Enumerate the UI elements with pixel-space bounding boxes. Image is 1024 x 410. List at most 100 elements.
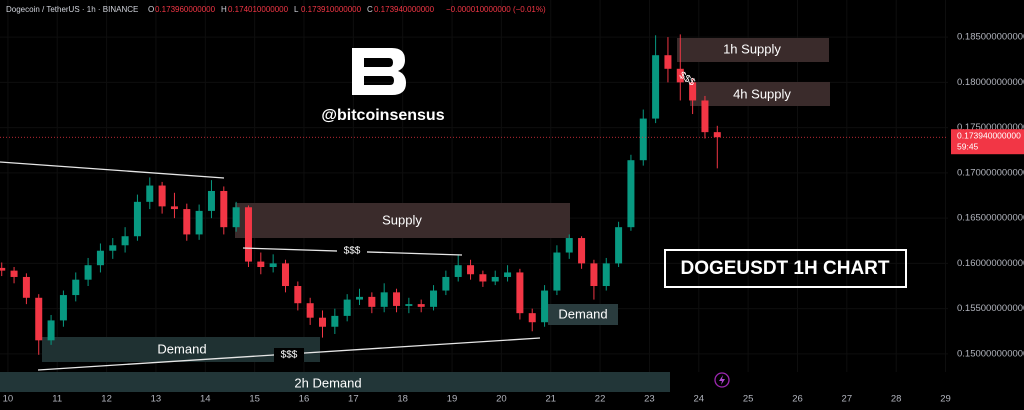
candle-body xyxy=(121,236,129,246)
ohlc-key: O xyxy=(148,5,154,14)
candles xyxy=(0,34,721,355)
supply-zone xyxy=(235,203,570,238)
candle-body xyxy=(146,185,154,202)
y-tick-label: 0.150000000000 xyxy=(957,348,1024,359)
candle-body xyxy=(10,270,18,277)
candle-body xyxy=(22,276,30,298)
ohlc-key: C xyxy=(367,5,373,14)
label-bg xyxy=(274,348,304,362)
ohlc-value: 0.173910000000 xyxy=(301,5,362,14)
x-tick-label: 19 xyxy=(447,394,458,405)
candle-body xyxy=(417,304,425,307)
candle-body xyxy=(676,68,684,83)
annotation: 1h Supply xyxy=(723,41,781,56)
candle-body xyxy=(590,263,598,287)
candle-body xyxy=(158,185,166,207)
ohlc-key: L xyxy=(294,5,299,14)
candle-body xyxy=(232,207,240,228)
x-tick-label: 18 xyxy=(397,394,408,405)
candle-body xyxy=(72,279,80,296)
ohlc-header: O 0.173960000000 H 0.174010000000 L 0.1739100… xyxy=(148,5,546,14)
candle-body xyxy=(627,160,635,228)
x-tick-label: 10 xyxy=(3,394,14,405)
x-tick-label: 27 xyxy=(842,394,853,405)
x-tick-label: 15 xyxy=(249,394,260,405)
candle-body xyxy=(281,263,289,287)
candle-body xyxy=(343,299,351,316)
candle-body xyxy=(491,276,499,282)
ohlc-value: 0.173940000000 xyxy=(374,5,435,14)
x-tick-label: 13 xyxy=(151,394,162,405)
y-tick-label: 0.155000000000 xyxy=(957,303,1024,314)
demand-zone xyxy=(42,337,320,362)
y-tick-label: 0.165000000000 xyxy=(957,213,1024,224)
candle-body xyxy=(207,190,215,211)
annotation: Demand xyxy=(558,306,607,321)
x-tick-label: 29 xyxy=(940,394,951,405)
y-tick-label: 0.175000000000 xyxy=(957,122,1024,133)
candle-body xyxy=(35,297,43,341)
candle-body xyxy=(701,100,709,133)
candle-body xyxy=(195,210,203,235)
ohlc-value: 0.174010000000 xyxy=(228,5,289,14)
alert-icon-bolt xyxy=(719,375,725,385)
annotation: $$$ xyxy=(281,350,298,361)
candle-body xyxy=(368,296,376,307)
candle-body xyxy=(467,265,475,275)
ohlc-key: H xyxy=(221,5,227,14)
candle-body xyxy=(47,320,55,341)
candle-body xyxy=(652,55,660,119)
x-tick-label: 20 xyxy=(496,394,507,405)
candle-body xyxy=(442,276,450,291)
annotation: Supply xyxy=(382,212,422,227)
x-tick-label: 16 xyxy=(299,394,310,405)
candle-body xyxy=(257,261,265,268)
candle-body xyxy=(393,292,401,306)
symbol: Dogecoin / TetherUS · 1h · BINANCE xyxy=(6,5,138,14)
candle-body xyxy=(430,290,438,307)
candle-body xyxy=(356,296,364,300)
demand-zone xyxy=(0,372,670,392)
supply-zone xyxy=(677,38,829,62)
candle-body xyxy=(578,238,586,264)
alert-icon[interactable] xyxy=(714,372,730,388)
candle-body xyxy=(59,295,67,321)
candle-body xyxy=(0,267,6,271)
x-tick-label: 28 xyxy=(891,394,902,405)
candle-body xyxy=(565,238,573,253)
x-tick-label: 21 xyxy=(545,394,556,405)
annotation: 4h Supply xyxy=(733,86,791,101)
candle-body xyxy=(454,265,462,277)
annotation: $$$ xyxy=(344,246,361,257)
candle-body xyxy=(553,252,561,291)
candle-body xyxy=(380,292,388,307)
candle-body xyxy=(84,265,92,280)
countdown: 59:45 xyxy=(957,141,979,151)
y-tick-label: 0.185000000000 xyxy=(957,32,1024,43)
candle-body xyxy=(294,286,302,304)
candle-body xyxy=(183,209,191,235)
y-tick-label: 0.180000000000 xyxy=(957,77,1024,88)
candle-body xyxy=(109,245,117,251)
candle-body xyxy=(96,250,104,266)
candle-body xyxy=(664,55,672,69)
candle-body xyxy=(220,190,228,228)
candle-body xyxy=(306,303,314,318)
candle-body xyxy=(528,313,536,323)
supply-zone xyxy=(690,82,830,106)
annotation: Demand xyxy=(157,341,206,356)
x-tick-label: 14 xyxy=(200,394,211,405)
candle-body xyxy=(504,272,512,277)
candle-body xyxy=(479,274,487,282)
trendline xyxy=(0,161,225,179)
last-price-box xyxy=(951,129,1024,155)
y-tick-label: 0.160000000000 xyxy=(957,258,1024,269)
x-tick-label: 11 xyxy=(52,394,62,405)
x-tick-label: 24 xyxy=(693,394,704,405)
candle-body xyxy=(713,132,721,138)
candle-body xyxy=(170,206,178,210)
candle-body xyxy=(405,304,413,306)
candle-body xyxy=(615,227,623,264)
change: −0.000010000000 (−0.01%) xyxy=(446,5,546,14)
